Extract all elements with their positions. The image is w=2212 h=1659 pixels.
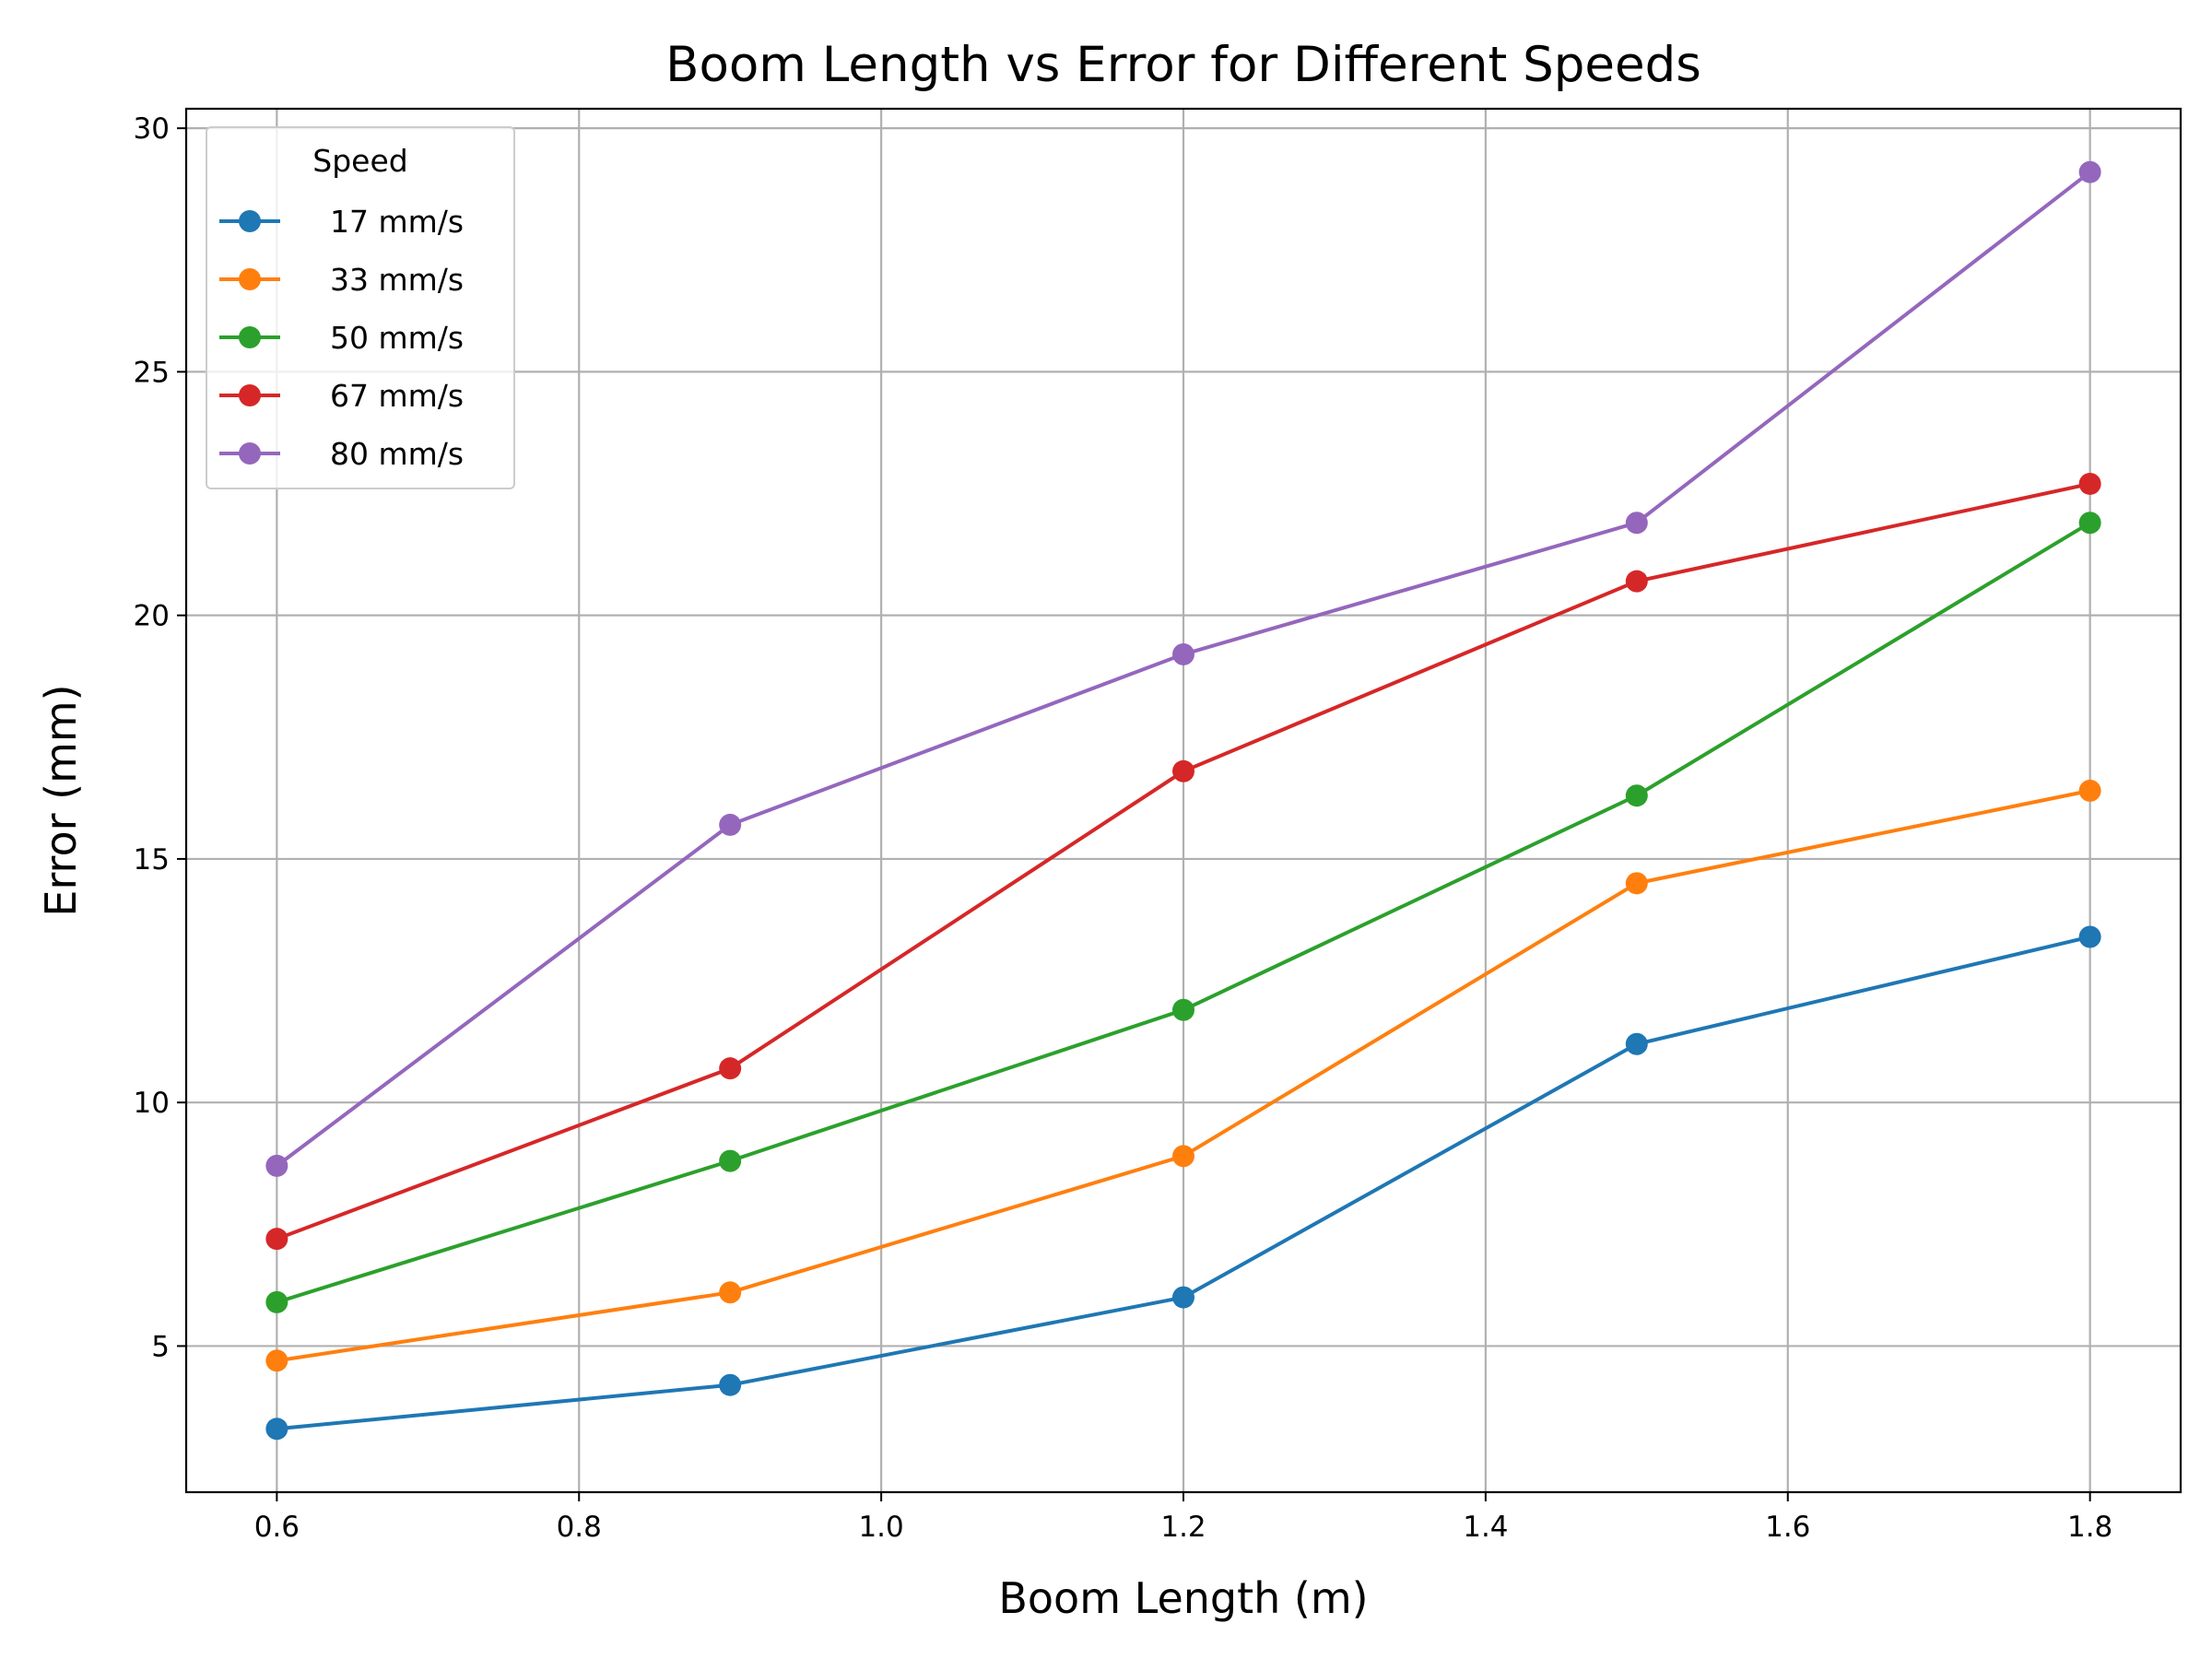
legend-item: 33 mm/s — [219, 262, 464, 298]
legend-swatch-marker — [239, 326, 261, 348]
data-point — [265, 1290, 288, 1313]
series-4 — [265, 472, 2101, 1251]
data-point — [1625, 570, 1648, 593]
data-point — [1172, 1145, 1194, 1168]
data-point — [2078, 472, 2101, 495]
data-point — [719, 1373, 742, 1396]
data-point — [2078, 925, 2101, 948]
y-tick-label: 10 — [134, 1087, 170, 1120]
y-tick-label: 25 — [134, 356, 170, 389]
y-tick-label: 30 — [134, 112, 170, 146]
legend-swatch-marker — [239, 210, 261, 232]
data-point — [1625, 1032, 1648, 1055]
y-tick-label: 20 — [134, 600, 170, 633]
legend-label: 80 mm/s — [330, 436, 464, 472]
data-point — [719, 1281, 742, 1304]
y-tick-label: 5 — [151, 1330, 170, 1363]
x-axis-ticks: 0.6 0.8 1.0 1.2 1.4 1.6 1.8 — [254, 1492, 2112, 1544]
legend-label: 67 mm/s — [330, 378, 464, 414]
grid — [186, 109, 2181, 1492]
y-axis-ticks: 5 10 15 20 25 30 — [134, 112, 186, 1363]
data-point — [1172, 642, 1194, 665]
x-tick-label: 1.8 — [2067, 1511, 2112, 1544]
chart-title: Boom Length vs Error for Different Speed… — [665, 37, 1701, 93]
legend-item: 50 mm/s — [219, 320, 464, 356]
data-point — [1172, 759, 1194, 782]
x-tick-label: 1.4 — [1463, 1511, 1508, 1544]
data-point — [1172, 998, 1194, 1021]
legend-item: 17 mm/s — [219, 204, 464, 240]
y-axis-title: Error (mm) — [36, 684, 86, 916]
y-tick-label: 15 — [134, 843, 170, 877]
data-point — [719, 1149, 742, 1172]
x-axis-title: Boom Length (m) — [998, 1573, 1368, 1623]
x-tick-label: 0.6 — [254, 1511, 300, 1544]
data-point — [265, 1154, 288, 1177]
data-point — [265, 1228, 288, 1251]
data-point — [719, 813, 742, 836]
series-2 — [265, 779, 2101, 1372]
legend-swatch-marker — [239, 442, 261, 465]
x-tick-label: 0.8 — [557, 1511, 602, 1544]
x-tick-label: 1.0 — [858, 1511, 903, 1544]
legend-item: 67 mm/s — [219, 378, 464, 414]
series-3 — [265, 512, 2101, 1313]
legend-label: 50 mm/s — [330, 320, 464, 356]
legend-swatch-marker — [239, 384, 261, 406]
data-point — [2078, 779, 2101, 802]
legend-title: Speed — [312, 143, 407, 179]
data-point — [1625, 512, 1648, 535]
legend-swatch-marker — [239, 268, 261, 290]
data-point — [1172, 1286, 1194, 1309]
x-tick-label: 1.2 — [1160, 1511, 1206, 1544]
data-point — [1625, 872, 1648, 895]
legend-items: 17 mm/s 33 mm/s 50 mm/s 67 mm/s 80 mm/s — [219, 204, 464, 472]
data-point — [265, 1418, 288, 1441]
series-1 — [265, 925, 2101, 1441]
x-tick-label: 1.6 — [1765, 1511, 1810, 1544]
data-point — [2078, 160, 2101, 183]
data-point — [719, 1057, 742, 1080]
series-layer — [265, 160, 2101, 1441]
data-point — [2078, 512, 2101, 535]
legend-label: 33 mm/s — [330, 262, 464, 298]
legend-label: 17 mm/s — [330, 204, 464, 240]
legend-box — [206, 126, 515, 489]
data-point — [1625, 784, 1648, 807]
legend: Speed 17 mm/s 33 mm/s 50 mm/s 67 mm/s 80 mm/… — [206, 126, 515, 489]
data-point — [265, 1349, 288, 1372]
legend-item: 80 mm/s — [219, 436, 464, 472]
series-5 — [265, 160, 2101, 1177]
